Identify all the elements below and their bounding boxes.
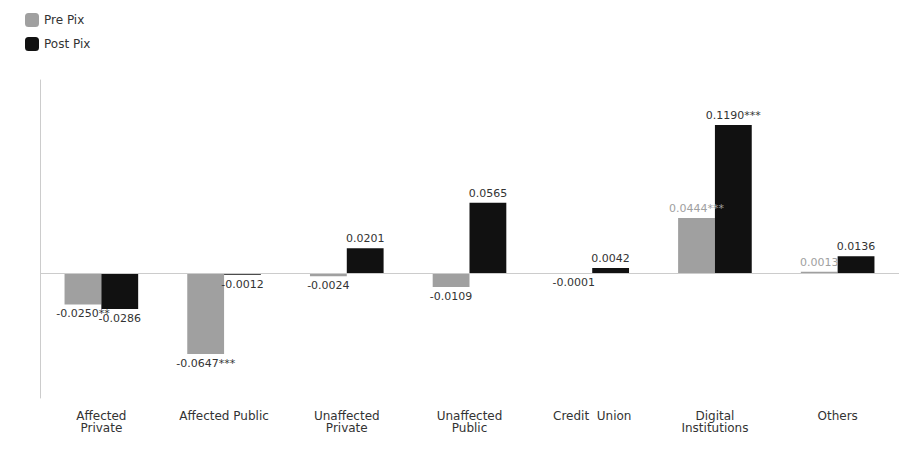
svg-text:Digital: Digital: [695, 409, 735, 423]
svg-text:Unaffected: Unaffected: [436, 409, 503, 423]
svg-text:0.0013: 0.0013: [800, 256, 839, 269]
svg-text:Unaffected: Unaffected: [313, 409, 380, 423]
svg-text:Public: Public: [452, 421, 488, 435]
svg-text:-0.0109: -0.0109: [430, 290, 472, 303]
svg-text:0.0042: 0.0042: [591, 252, 630, 265]
svg-text:-0.0647***: -0.0647***: [176, 357, 235, 370]
svg-text:0.1190***: 0.1190***: [706, 109, 761, 122]
svg-text:-0.0001: -0.0001: [553, 276, 595, 289]
svg-text:0.0201: 0.0201: [346, 232, 385, 245]
svg-text:0.0444***: 0.0444***: [669, 202, 724, 215]
svg-text:-0.0250**: -0.0250**: [56, 307, 110, 321]
svg-text:Institutions: Institutions: [681, 421, 748, 435]
svg-text:Affected: Affected: [76, 409, 127, 423]
svg-text:0.0136: 0.0136: [837, 240, 876, 253]
svg-text:-0.0286: -0.0286: [99, 312, 141, 325]
svg-text:Private: Private: [80, 421, 122, 435]
svg-text:Post Pix: Post Pix: [44, 37, 90, 51]
svg-text:Credit Union: Credit Union: [553, 409, 631, 423]
svg-text:-0.0012: -0.0012: [221, 278, 263, 291]
svg-text:0.0565: 0.0565: [469, 187, 508, 200]
svg-text:Affected Public: Affected Public: [179, 409, 269, 423]
svg-text:Private: Private: [326, 421, 368, 435]
svg-text:-0.0024: -0.0024: [307, 279, 349, 292]
svg-text:Others: Others: [817, 409, 857, 423]
svg-text:Pre Pix: Pre Pix: [44, 13, 84, 27]
